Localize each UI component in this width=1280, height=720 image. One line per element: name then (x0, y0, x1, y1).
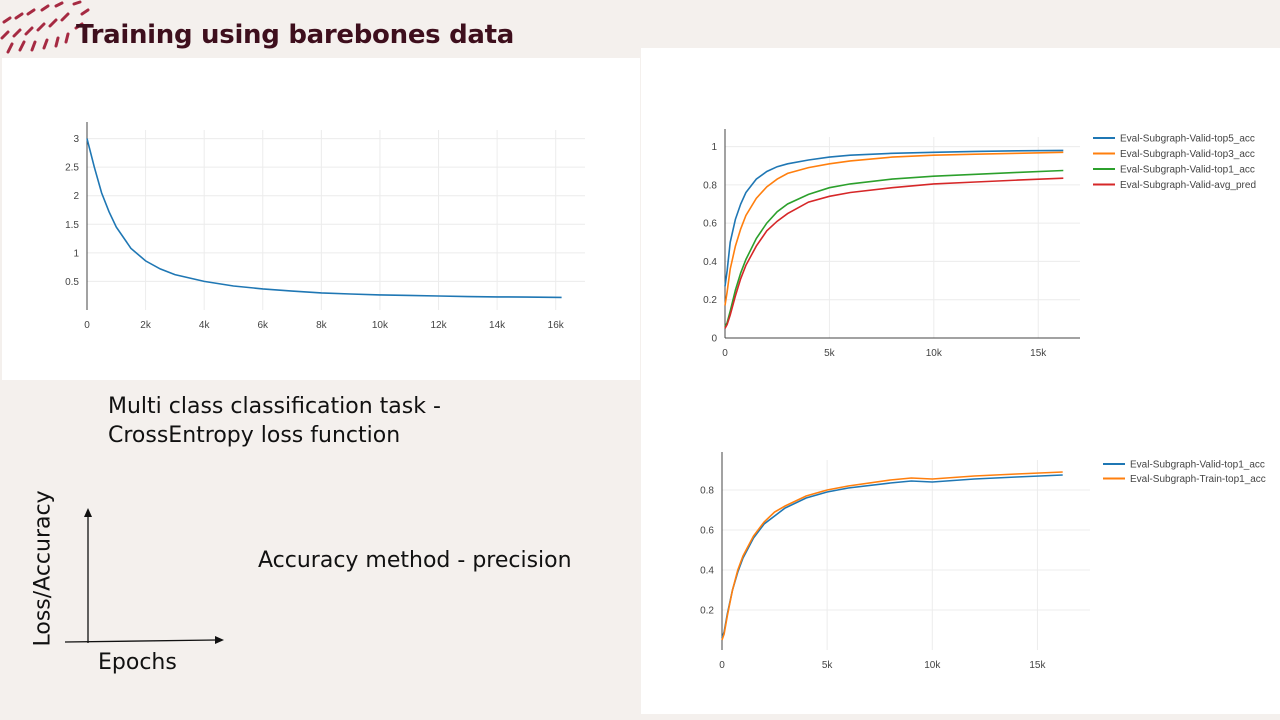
diagram-x-axis (64, 639, 217, 643)
axes-diagram (64, 508, 224, 644)
deco-stroke (12, 28, 22, 38)
x-tick-label: 10k (372, 320, 389, 331)
accuracy-method-text: Accuracy method - precision (258, 548, 572, 573)
x-tick-label: 6k (257, 320, 269, 331)
deco-stroke (54, 36, 60, 48)
deco-stroke (80, 8, 90, 16)
x-tick-label: 15k (1029, 660, 1046, 671)
x-tick-label: 10k (926, 348, 943, 359)
loss-chart: 0.5 1 1.5 2 2.5 3 0 2k 4k 6k 8k 10k 12k 14k 16k (65, 122, 585, 331)
task-text-line-2: CrossEntropy loss function (108, 423, 401, 448)
y-tick-label: 0.6 (700, 526, 714, 537)
diagram-x-label: Epochs (98, 650, 177, 675)
y-tick-label: 0.4 (703, 257, 717, 268)
deco-stroke (72, 0, 82, 6)
x-tick-label: 5k (822, 660, 834, 671)
deco-stroke (24, 26, 34, 36)
legend-entry: Eval-Subgraph-Valid-top3_acc (1120, 149, 1255, 160)
diagram-x-arrow-icon (215, 636, 224, 644)
deco-stroke (40, 4, 50, 12)
deco-stroke (60, 12, 70, 22)
task-description: Multi class classification task - CrossE… (108, 392, 441, 450)
x-tick-label: 0 (722, 348, 728, 359)
y-tick-label: 1 (73, 248, 79, 259)
series-line (724, 151, 1064, 306)
train-valid-accuracy-chart: 0.2 0.4 0.6 0.8 0 5k 10k 15k Eval-Subgraph-Valid… (700, 452, 1266, 671)
x-tick-label: 5k (824, 348, 836, 359)
deco-stroke (30, 40, 37, 52)
deco-stroke (42, 38, 49, 50)
y-tick-label: 1.5 (65, 220, 79, 231)
deco-stroke (18, 40, 26, 52)
deco-stroke (36, 22, 46, 32)
deco-stroke (54, 1, 64, 8)
legend-entry: Eval-Subgraph-Valid-avg_pred (1120, 180, 1256, 191)
deco-stroke (64, 32, 70, 44)
legend-entry: Eval-Subgraph-Valid-top5_acc (1120, 134, 1255, 145)
deco-stroke (2, 16, 12, 24)
x-tick-label: 15k (1030, 348, 1047, 359)
legend-entry: Eval-Subgraph-Valid-top1_acc (1120, 165, 1255, 176)
series-line (721, 471, 1063, 641)
y-tick-label: 0.2 (703, 295, 717, 306)
y-tick-label: 0.5 (65, 277, 79, 288)
series-line (721, 474, 1063, 639)
y-tick-label: 0.2 (700, 606, 714, 617)
task-text-line-1: Multi class classification task - (108, 394, 441, 419)
deco-stroke (48, 18, 58, 28)
y-tick-label: 0 (711, 334, 717, 345)
x-tick-label: 0 (84, 320, 90, 331)
deco-stroke (74, 22, 84, 30)
legend-entry: Eval-Subgraph-Valid-top1_acc (1130, 460, 1265, 471)
x-tick-label: 8k (316, 320, 328, 331)
decorative-sunburst-icon (0, 0, 90, 54)
slide-title: Training using barebones data (76, 20, 515, 50)
x-tick-label: 12k (430, 320, 447, 331)
x-tick-label: 10k (924, 660, 941, 671)
x-tick-label: 16k (548, 320, 565, 331)
x-tick-label: 4k (199, 320, 211, 331)
accuracy-charts-panel (641, 48, 1280, 714)
series-line (724, 169, 1064, 327)
y-tick-label: 1 (711, 142, 717, 153)
deco-stroke (6, 42, 14, 54)
y-tick-label: 3 (73, 134, 79, 145)
series-line (86, 138, 562, 299)
series-line (724, 149, 1064, 287)
series-line (724, 177, 1064, 329)
x-tick-label: 14k (489, 320, 506, 331)
deco-stroke (26, 8, 36, 16)
y-tick-label: 2 (73, 191, 79, 202)
legend-entry: Eval-Subgraph-Train-top1_acc (1130, 474, 1266, 485)
deco-stroke (0, 30, 10, 40)
deco-stroke (14, 12, 24, 20)
diagram-y-arrow-icon (84, 508, 92, 517)
y-tick-label: 0.8 (703, 180, 717, 191)
y-tick-label: 0.6 (703, 219, 717, 230)
y-tick-label: 2.5 (65, 163, 79, 174)
y-tick-label: 0.4 (700, 566, 714, 577)
x-tick-label: 0 (719, 660, 725, 671)
x-tick-label: 2k (140, 320, 152, 331)
y-tick-label: 0.8 (700, 486, 714, 497)
diagram-y-label: Loss/Accuracy (30, 490, 56, 647)
valid-accuracy-chart: 0 0.2 0.4 0.6 0.8 1 0 5k 10k 15k Eval-Subgraph-Val… (703, 129, 1256, 359)
